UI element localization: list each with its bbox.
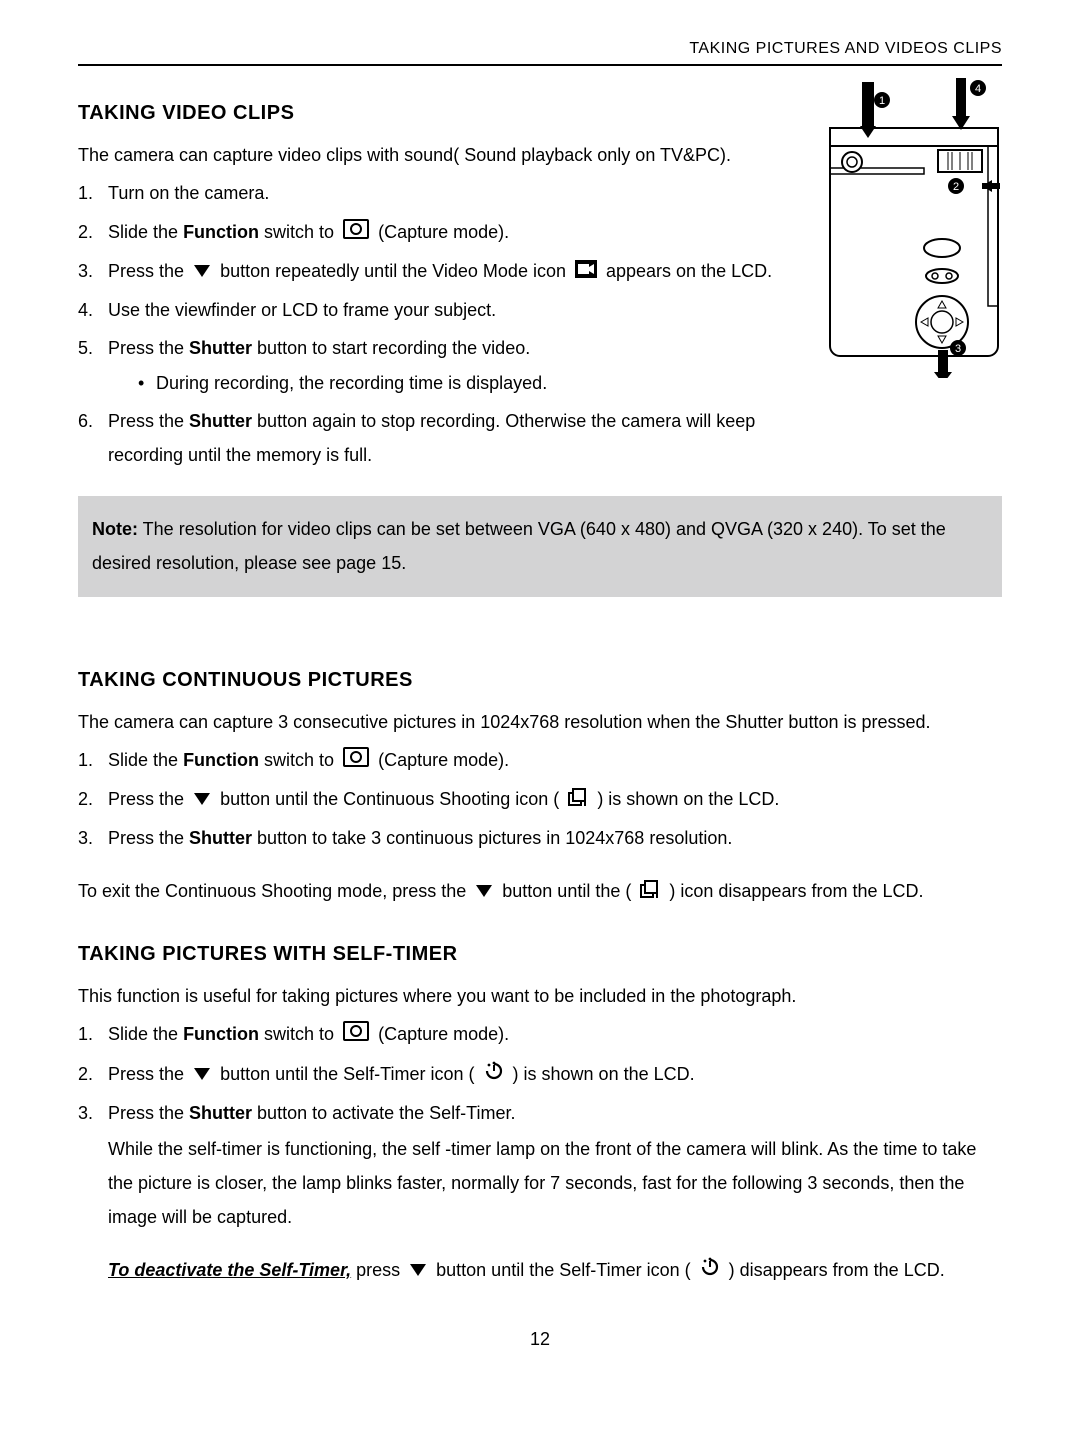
- st-step-3-detail: While the self-timer is functioning, the…: [108, 1132, 1002, 1235]
- down-arrow-icon: [475, 875, 493, 909]
- capture-mode-icon: [343, 1018, 369, 1052]
- video-step-4: Use the viewfinder or LCD to frame your …: [78, 293, 808, 327]
- video-intro: The camera can capture video clips with …: [78, 138, 808, 172]
- selftimer-intro: This function is useful for taking pictu…: [78, 979, 1002, 1013]
- continuous-shooting-icon: [568, 783, 588, 817]
- video-mode-icon: [575, 255, 597, 289]
- self-timer-icon: [484, 1058, 504, 1092]
- continuous-intro: The camera can capture 3 consecutive pic…: [78, 705, 1002, 739]
- video-step-3: Press the button repeatedly until the Vi…: [78, 254, 808, 289]
- diagram-label-1: 1: [879, 95, 885, 107]
- selftimer-steps: Slide the Function switch to (Capture mo…: [78, 1017, 1002, 1234]
- section-video-clips: TAKING VIDEO CLIPS The camera can captur…: [78, 76, 1002, 476]
- video-step-2: Slide the Function switch to (Capture mo…: [78, 215, 808, 250]
- note-text: The resolution for video clips can be se…: [92, 519, 946, 573]
- self-timer-icon: [700, 1254, 720, 1288]
- diagram-label-3: 3: [955, 343, 961, 355]
- cont-step-2: Press the button until the Continuous Sh…: [78, 782, 1002, 817]
- camera-diagram: 1 4 2 3: [822, 78, 1002, 378]
- diagram-label-2: 2: [953, 181, 959, 193]
- video-step-1: Turn on the camera.: [78, 176, 808, 210]
- st-step-1: Slide the Function switch to (Capture mo…: [78, 1017, 1002, 1052]
- down-arrow-icon: [193, 255, 211, 289]
- st-step-2: Press the button until the Self-Timer ic…: [78, 1057, 1002, 1092]
- video-step-6: Press the Shutter button again to stop r…: [78, 404, 808, 472]
- heading-selftimer: TAKING PICTURES WITH SELF-TIMER: [78, 937, 1002, 971]
- continuous-steps: Slide the Function switch to (Capture mo…: [78, 743, 1002, 856]
- st-step-3: Press the Shutter button to activate the…: [78, 1096, 1002, 1235]
- selftimer-deactivate: To deactivate the Self-Timer, press butt…: [78, 1253, 1002, 1288]
- heading-video-clips: TAKING VIDEO CLIPS: [78, 96, 808, 130]
- page-header: TAKING PICTURES AND VIDEOS CLIPS: [78, 35, 1002, 66]
- page-number: 12: [78, 1324, 1002, 1355]
- heading-continuous: TAKING CONTINUOUS PICTURES: [78, 663, 1002, 697]
- capture-mode-icon: [343, 216, 369, 250]
- video-step-5-sub: During recording, the recording time is …: [108, 366, 808, 400]
- continuous-exit: To exit the Continuous Shooting mode, pr…: [78, 874, 1002, 909]
- down-arrow-icon: [409, 1254, 427, 1288]
- note-box: Note: The resolution for video clips can…: [78, 496, 1002, 596]
- down-arrow-icon: [193, 783, 211, 817]
- note-label: Note:: [92, 519, 138, 539]
- down-arrow-icon: [193, 1058, 211, 1092]
- cont-step-1: Slide the Function switch to (Capture mo…: [78, 743, 1002, 778]
- section1-text: TAKING VIDEO CLIPS The camera can captur…: [78, 76, 822, 476]
- continuous-shooting-icon: [640, 875, 660, 909]
- video-step-5: Press the Shutter button to start record…: [78, 331, 808, 399]
- diagram-label-4: 4: [975, 83, 981, 95]
- video-steps: Turn on the camera. Slide the Function s…: [78, 176, 808, 472]
- cont-step-3: Press the Shutter button to take 3 conti…: [78, 821, 1002, 855]
- deactivate-label: To deactivate the Self-Timer,: [108, 1260, 351, 1280]
- capture-mode-icon: [343, 744, 369, 778]
